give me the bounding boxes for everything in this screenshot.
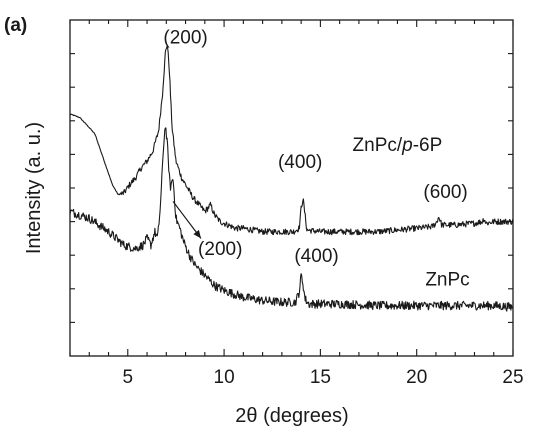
peak-label: (200) bbox=[163, 28, 207, 49]
x-axis-title: 2θ (degrees) bbox=[235, 405, 348, 427]
peak-label: (600) bbox=[423, 182, 467, 203]
series-line-znpc-p6p bbox=[69, 45, 514, 236]
series-layer bbox=[69, 45, 514, 312]
x-tick-label: 25 bbox=[502, 367, 523, 388]
panel-label: (a) bbox=[4, 15, 27, 36]
x-tick-label: 5 bbox=[122, 367, 133, 388]
peak-label: (200) bbox=[198, 239, 242, 260]
x-tick-label: 10 bbox=[214, 367, 235, 388]
annotations-layer: (200) (400) ZnPc/p-6P (600) (200) (400) ZnPc bbox=[163, 28, 469, 291]
series-label: ZnPc bbox=[425, 269, 469, 290]
series-label: ZnPc/p-6P bbox=[353, 135, 443, 156]
annotation-arrow-head bbox=[193, 229, 201, 239]
peak-label: (400) bbox=[294, 246, 338, 267]
peak-label: (400) bbox=[278, 152, 322, 173]
x-tick-label: 15 bbox=[310, 367, 331, 388]
x-tick-label: 20 bbox=[406, 367, 427, 388]
series-line-znpc bbox=[69, 127, 513, 312]
ticks-layer: 5 10 15 20 25 bbox=[69, 20, 524, 388]
y-axis-title: Intensity (a. u.) bbox=[23, 122, 45, 254]
